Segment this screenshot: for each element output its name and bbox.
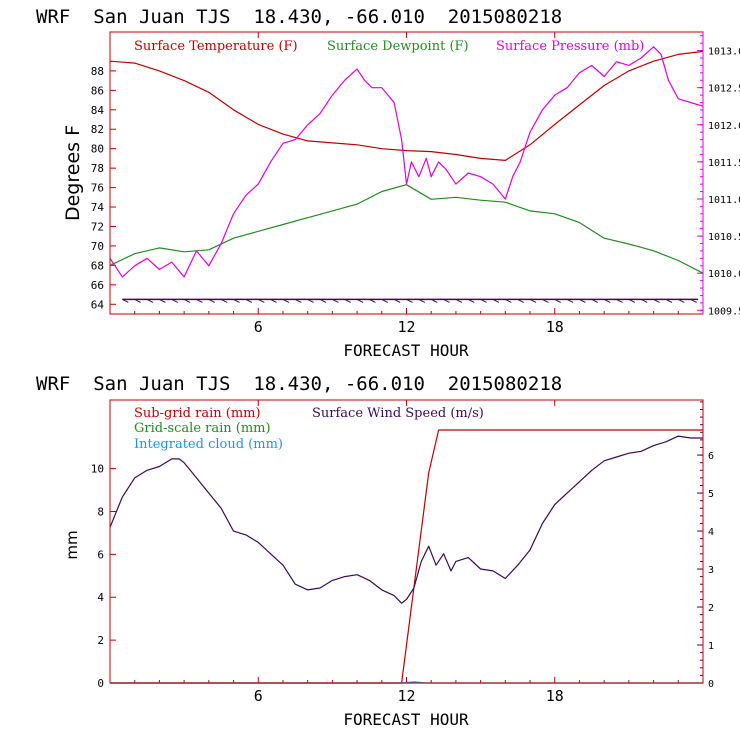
top-x-tick-label-12: 12	[397, 318, 415, 336]
top-y-tick-label-72: 72	[91, 220, 104, 233]
top-y2-tick-label-1012.0: 1012.0	[708, 121, 740, 132]
top-plot-frame-left	[109, 31, 704, 315]
top-y-tick-label-88: 88	[91, 65, 104, 78]
bottom-panel: WRF San Juan TJS 18.430, -66.010 2015080…	[36, 373, 714, 729]
bottom-y-tick-label-0: 0	[97, 677, 104, 690]
bottom-y-tick-label-2: 2	[97, 634, 104, 647]
bottom-y-tick-label-8: 8	[97, 505, 104, 518]
top-y-tick-label-76: 76	[91, 182, 104, 195]
top-y2-tick-label-1009.5: 1009.5	[708, 306, 740, 317]
bottom-plot-frame	[109, 399, 704, 684]
top-y-tick-label-84: 84	[91, 104, 105, 117]
bottom-y-tick-label-4: 4	[97, 591, 104, 604]
top-x-tick-label-18: 18	[546, 318, 564, 336]
legend-grid-scale-rain: Grid-scale rain (mm)	[134, 421, 271, 436]
bottom-y2-tick-label-1: 1	[708, 641, 714, 652]
series-line-sub-grid-rain-mm	[110, 429, 703, 684]
bottom-x-tick-label-18: 18	[546, 687, 564, 705]
top-y-tick-label-66: 66	[91, 279, 104, 292]
top-y-tick-label-64: 64	[91, 298, 105, 311]
top-y-tick-label-70: 70	[91, 240, 104, 253]
bottom-y-axis-label: mm	[63, 530, 81, 559]
top-y-tick-label-74: 74	[91, 201, 105, 214]
bottom-y2-tick-label-2: 2	[708, 603, 714, 614]
top-plot-area: 6 12 18 64 66 68 70 72 74 76 78 80 82 84 86 88 1009.5 101…	[91, 32, 740, 336]
bottom-chart-title: WRF San Juan TJS 18.430, -66.010 2015080…	[36, 373, 562, 395]
legend-surface-temperature: Surface Temperature (F)	[134, 39, 298, 54]
bottom-y2-tick-label-6: 6	[708, 451, 714, 462]
legend-surface-wind-speed: Surface Wind Speed (m/s)	[312, 406, 484, 421]
legend-surface-dewpoint: Surface Dewpoint (F)	[327, 39, 469, 54]
top-y2-tick-label-1011.5: 1011.5	[708, 158, 740, 169]
top-y2-tick-label-1011.0: 1011.0	[708, 195, 740, 206]
top-y-tick-label-78: 78	[91, 162, 104, 175]
bottom-y-tick-label-6: 6	[97, 548, 104, 561]
top-panel: WRF San Juan TJS 18.430, -66.010 2015080…	[36, 6, 740, 360]
series-line-surface-wind-speed-m-s	[109, 435, 703, 604]
bottom-x-axis-label: FORECAST HOUR	[343, 710, 469, 729]
top-y-axis-label: Degrees F	[62, 125, 84, 221]
series-line-surface-temperature-f	[109, 50, 704, 161]
top-y-tick-label-86: 86	[91, 84, 104, 97]
series-line-surface-pressure-mb	[109, 46, 704, 278]
legend-surface-pressure: Surface Pressure (mb)	[496, 39, 644, 54]
top-y-tick-label-82: 82	[91, 123, 104, 136]
bottom-y-tick-label-10: 10	[91, 463, 104, 476]
legend-sub-grid-rain: Sub-grid rain (mm)	[134, 406, 261, 421]
top-y-tick-label-68: 68	[91, 259, 104, 272]
top-chart-title: WRF San Juan TJS 18.430, -66.010 2015080…	[36, 6, 562, 28]
top-x-tick-label-6: 6	[254, 318, 263, 336]
bottom-y2-tick-label-4: 4	[708, 527, 714, 538]
bottom-x-tick-label-12: 12	[397, 687, 415, 705]
top-y2-tick-label-1010.5: 1010.5	[708, 232, 740, 243]
top-y2-tick-label-1010.0: 1010.0	[708, 269, 740, 280]
top-y-tick-label-80: 80	[91, 143, 104, 156]
series-line-surface-dewpoint-f	[109, 184, 704, 274]
bottom-y2-tick-label-3: 3	[708, 565, 714, 576]
top-x-axis-label: FORECAST HOUR	[343, 341, 469, 360]
top-y2-tick-label-1012.5: 1012.5	[708, 84, 740, 95]
bottom-y2-tick-label-5: 5	[708, 489, 714, 500]
legend-integrated-cloud: Integrated cloud (mm)	[134, 437, 283, 452]
bottom-x-tick-label-6: 6	[254, 687, 263, 705]
bottom-y2-tick-label-0: 0	[708, 679, 714, 690]
top-y2-tick-label-1013.0: 1013.0	[708, 47, 740, 58]
